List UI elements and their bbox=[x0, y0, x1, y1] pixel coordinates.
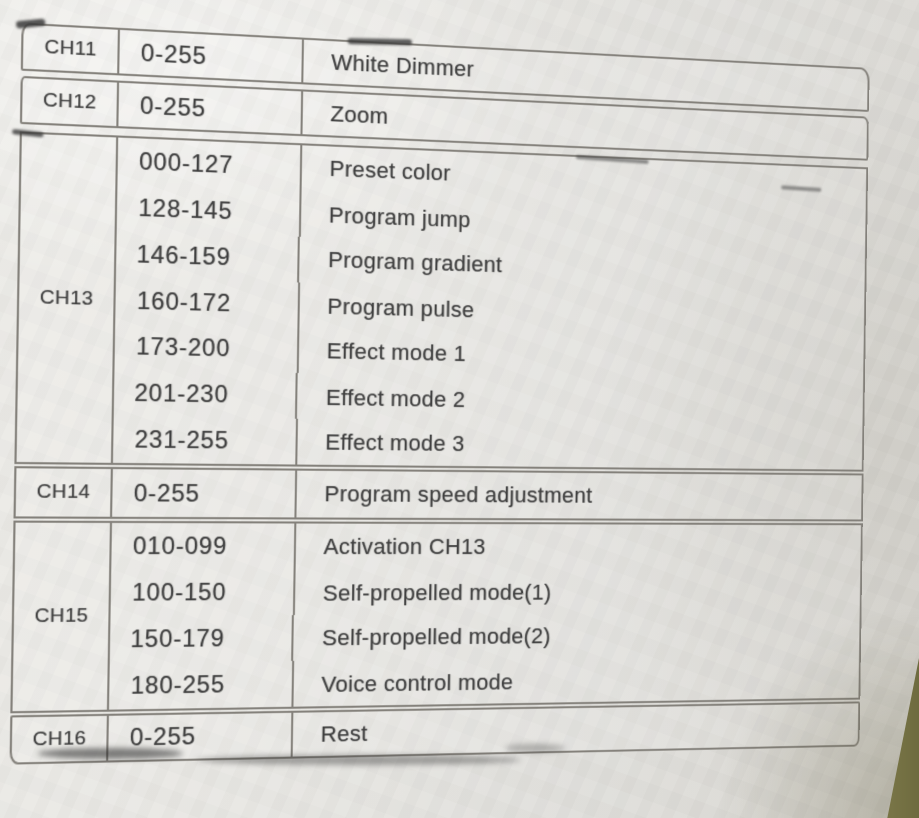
channel-label: CH13 bbox=[39, 286, 94, 310]
table-row: 0-255 Rest bbox=[108, 703, 858, 761]
channel-cell: CH16 bbox=[11, 715, 109, 763]
entry-list: 0-255 Rest bbox=[108, 703, 858, 761]
range-value: 146-159 bbox=[114, 230, 300, 283]
range-value: 231-255 bbox=[113, 416, 299, 465]
function-label: Effect mode 1 bbox=[326, 337, 467, 366]
function-label: Effect mode 3 bbox=[324, 428, 465, 456]
range-value: 100-150 bbox=[110, 569, 296, 617]
range-value: 160-172 bbox=[115, 276, 301, 328]
channel-label: CH15 bbox=[34, 604, 89, 628]
table-row: 0-255 Program speed adjustment bbox=[112, 469, 862, 519]
range-value: 0-255 bbox=[112, 469, 298, 518]
channel-cell: CH12 bbox=[22, 78, 120, 127]
range-value: 010-099 bbox=[111, 522, 297, 570]
function-label: Effect mode 2 bbox=[325, 383, 466, 412]
range-value: 128-145 bbox=[116, 184, 302, 237]
channel-cell: CH13 bbox=[16, 133, 119, 463]
channel-label: CH16 bbox=[32, 727, 87, 751]
function-label: Program gradient bbox=[327, 246, 503, 278]
channel-label: CH14 bbox=[36, 480, 91, 504]
channel-group-ch13: CH13 000-127 Preset color 128-145 Progra… bbox=[14, 131, 869, 472]
desk-surface-corner bbox=[887, 658, 919, 818]
range-value: 000-127 bbox=[117, 137, 303, 191]
function-label: Voice control mode bbox=[321, 668, 514, 697]
range-value: 0-255 bbox=[108, 712, 294, 761]
function-label: Program speed adjustment bbox=[324, 481, 593, 508]
channel-cell: CH15 bbox=[12, 522, 113, 712]
range-value: 150-179 bbox=[108, 615, 294, 663]
function-label: Program pulse bbox=[327, 292, 475, 322]
range-value: 0-255 bbox=[118, 82, 304, 135]
channel-group-ch14: CH14 0-255 Program speed adjustment bbox=[13, 466, 864, 522]
range-value: 173-200 bbox=[114, 323, 300, 374]
range-value: 0-255 bbox=[119, 29, 304, 83]
range-value: 180-255 bbox=[109, 660, 295, 710]
table-row: 180-255 Voice control mode bbox=[109, 655, 859, 710]
channel-label: CH11 bbox=[44, 36, 97, 61]
channel-label: CH12 bbox=[42, 89, 97, 114]
table-row: 231-255 Effect mode 3 bbox=[113, 416, 862, 469]
entry-list: 0-255 Program speed adjustment bbox=[112, 469, 862, 519]
channel-cell: CH14 bbox=[15, 468, 113, 517]
dmx-table: CH11 0-255 White Dimmer CH12 0-255 Zoom … bbox=[9, 18, 870, 768]
table-row: 010-099 Activation CH13 bbox=[111, 522, 861, 570]
function-label: Rest bbox=[320, 720, 368, 747]
function-label: Activation CH13 bbox=[323, 533, 486, 559]
function-label: Self-propelled mode(2) bbox=[321, 622, 551, 650]
table-row: 100-150 Self-propelled mode(1) bbox=[110, 568, 861, 617]
channel-cell: CH11 bbox=[22, 24, 120, 74]
entry-list: 000-127 Preset color 128-145 Program jum… bbox=[112, 137, 866, 470]
range-value: 201-230 bbox=[112, 369, 298, 419]
channel-group-ch15: CH15 010-099 Activation CH13 100-150 Sel… bbox=[10, 520, 863, 714]
function-label: Self-propelled mode(1) bbox=[322, 578, 552, 605]
entry-list: 010-099 Activation CH13 100-150 Self-pro… bbox=[108, 522, 861, 710]
